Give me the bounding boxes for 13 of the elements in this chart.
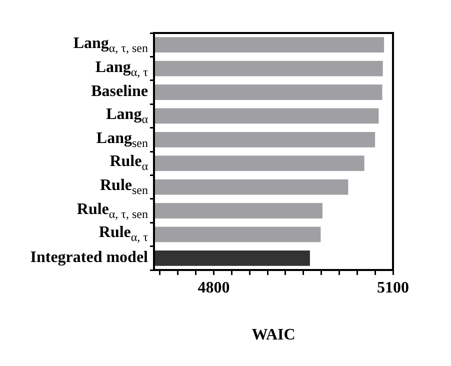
y-tick-label: Lang$_{sen}$ [96, 130, 148, 150]
y-tick-label: Integrated model [30, 249, 148, 266]
y-tick-label: Lang$_{α, τ}$ [95, 58, 148, 79]
x-tick-label: 4800 [198, 280, 230, 297]
y-tick-label: Rule$_{sen}$ [100, 177, 148, 198]
x-axis-title: WAIC [252, 326, 296, 344]
y-tick-label: Rule$_{α, τ, sen}$ [76, 200, 148, 221]
y-tick-label: Lang$_{α}$ [106, 106, 148, 126]
y-tick-label: Lang$_{α, τ, sen}$ [73, 34, 148, 55]
y-tick-label: Rule$_{α, τ}$ [98, 224, 148, 244]
x-tick-label: 5100 [377, 280, 409, 297]
y-tick-label: Rule$_{α}$ [110, 153, 148, 174]
y-tick-label: Baseline [91, 83, 148, 100]
